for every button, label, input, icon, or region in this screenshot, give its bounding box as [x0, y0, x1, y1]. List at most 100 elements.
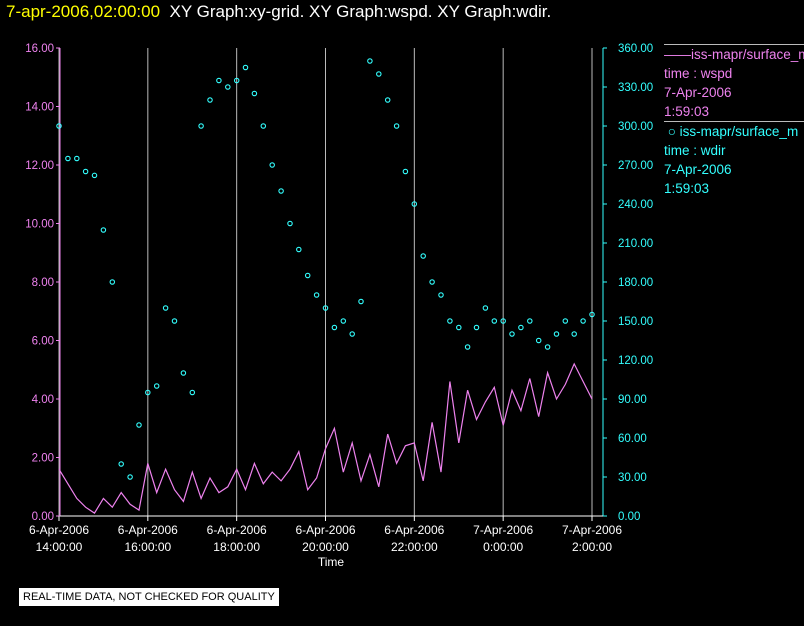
right-tick-label: 240.00	[618, 199, 653, 211]
time-grid	[58, 48, 593, 516]
wdir-point	[162, 305, 169, 311]
wdir-point	[145, 389, 151, 396]
wdir-point	[109, 279, 116, 285]
x-tick-date: 6-Apr-2006	[118, 523, 178, 537]
wdir-point	[313, 292, 320, 298]
x-tick-date: 6-Apr-2006	[207, 523, 267, 537]
line-marker-icon: ——	[664, 47, 691, 62]
right-tick-label: 150.00	[618, 316, 653, 328]
wdir-point	[358, 298, 364, 305]
legend-divider	[664, 121, 804, 122]
wdir-axis: 0.00 30.00 60.00 90.00 120.00 150.00 180.00 210…	[602, 43, 653, 523]
right-tick-label: 330.00	[618, 82, 653, 94]
wdir-point	[429, 279, 435, 285]
wdir-point	[464, 344, 471, 350]
wdir-point	[553, 331, 560, 337]
wdir-point	[118, 461, 124, 467]
wdir-point	[331, 324, 338, 331]
wdir-point	[322, 305, 329, 311]
wdir-point	[225, 84, 231, 90]
right-tick-label: 210.00	[618, 238, 653, 250]
quality-notice: REAL-TIME DATA, NOT CHECKED FOR QUALITY	[19, 588, 279, 606]
legend-wdir-clock: 1:59:03	[664, 181, 710, 194]
wdir-point	[411, 201, 418, 207]
right-tick-label: 60.00	[618, 433, 647, 445]
wdir-point	[340, 318, 347, 324]
wdir-series	[56, 58, 595, 480]
wdir-point	[233, 77, 240, 84]
wdir-point	[180, 370, 187, 376]
wdir-point	[216, 77, 222, 84]
x-tick-time: 14:00:00	[36, 540, 83, 554]
legend-wdir-time: time : wdir	[664, 143, 726, 158]
wdir-point	[518, 324, 524, 331]
x-tick-date: 7-Apr-2006	[562, 523, 622, 537]
wdir-point	[278, 188, 284, 194]
wspd-axis: 0.00 2.00 4.00 6.00 8.00 10.00 12.00 14.00 16.00	[25, 43, 61, 523]
left-tick-label: 14.00	[25, 102, 54, 114]
wdir-point	[535, 337, 542, 344]
wdir-point	[367, 58, 373, 64]
wdir-point	[544, 344, 551, 350]
x-tick-time: 18:00:00	[213, 540, 260, 554]
wdir-point	[136, 422, 142, 428]
graph-list-label: XY Graph:xy-grid. XY Graph:wspd. XY Grap…	[169, 2, 552, 21]
wdir-point	[580, 318, 586, 324]
wdir-point	[384, 97, 391, 103]
left-tick-label: 10.00	[25, 219, 54, 231]
wdir-point	[260, 123, 267, 129]
wdir-point	[447, 318, 453, 324]
wspd-line	[58, 362, 593, 514]
x-tick-date: 6-Apr-2006	[384, 523, 444, 537]
time-axis: 6-Apr-2006 14:00:00 6-Apr-2006 16:00:00 6-Ap…	[29, 515, 622, 554]
wdir-point	[251, 90, 258, 97]
wdir-point	[420, 253, 426, 259]
wdir-point	[242, 64, 249, 71]
wdir-point	[153, 383, 160, 389]
x-tick-time: 2:00:00	[572, 540, 612, 554]
wdir-point	[402, 168, 409, 175]
right-tick-label: 120.00	[618, 355, 653, 367]
wdir-point	[456, 324, 462, 331]
legend-wdir-date: 7-Apr-2006	[664, 162, 732, 177]
legend-wdir-name: ○ iss-mapr/surface_m	[664, 124, 799, 139]
right-tick-label: 180.00	[618, 277, 653, 289]
right-tick-label: 270.00	[618, 160, 653, 172]
wdir-point	[304, 272, 311, 279]
wdir-point	[207, 97, 213, 103]
wdir-point	[127, 474, 133, 480]
wdir-point	[171, 318, 178, 324]
x-tick-date: 6-Apr-2006	[29, 523, 89, 537]
legend-wspd-name: ——iss-mapr/surface_m	[664, 47, 804, 62]
wdir-point	[473, 324, 480, 331]
circle-marker-icon: ○	[664, 124, 680, 139]
wspd-series	[58, 362, 593, 514]
right-tick-label: 30.00	[618, 472, 647, 484]
wdir-point	[269, 162, 275, 168]
left-tick-label: 6.00	[32, 336, 54, 348]
left-tick-label: 2.00	[32, 453, 54, 465]
left-tick-label: 8.00	[32, 277, 54, 289]
timestamp-label: 7-apr-2006,02:00:00	[6, 2, 161, 21]
wdir-point	[65, 155, 71, 162]
wdir-point	[91, 172, 98, 179]
wdir-point	[74, 155, 80, 162]
wdir-point	[491, 318, 498, 324]
wdir-point	[571, 331, 577, 337]
chart-title: 7-apr-2006,02:00:00 XY Graph:xy-grid. XY…	[6, 2, 551, 22]
legend-wspd-time: time : wspd	[664, 66, 733, 81]
x-tick-time: 0:00:00	[483, 540, 523, 554]
x-tick-date: 7-Apr-2006	[473, 523, 533, 537]
legend: ——iss-mapr/surface_m time : wspd 7-Apr-2…	[664, 44, 804, 194]
right-tick-label: 90.00	[618, 394, 647, 406]
wdir-point	[509, 331, 515, 337]
wdir-point	[438, 292, 444, 298]
legend-wspd-clock: 1:59:03	[664, 104, 710, 119]
right-tick-label: 300.00	[618, 121, 653, 133]
wdir-point	[589, 311, 595, 318]
left-tick-label: 16.00	[25, 43, 54, 55]
x-tick-date: 6-Apr-2006	[295, 523, 355, 537]
x-tick-time: 22:00:00	[391, 540, 438, 554]
right-tick-label: 360.00	[618, 43, 653, 55]
